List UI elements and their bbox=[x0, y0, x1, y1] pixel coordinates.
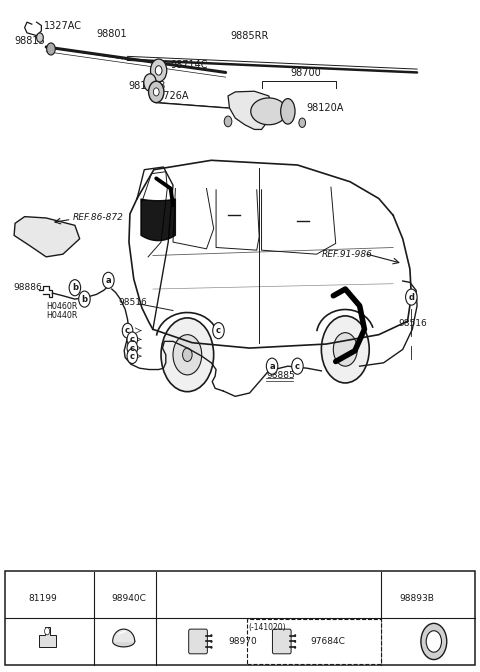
Circle shape bbox=[211, 646, 212, 648]
Circle shape bbox=[97, 591, 108, 605]
Circle shape bbox=[333, 333, 357, 366]
Circle shape bbox=[294, 646, 296, 648]
Text: 98886: 98886 bbox=[13, 282, 42, 292]
Circle shape bbox=[292, 358, 303, 374]
Circle shape bbox=[79, 291, 90, 307]
Circle shape bbox=[144, 74, 156, 91]
Text: a: a bbox=[16, 593, 22, 603]
Polygon shape bbox=[113, 629, 135, 642]
Circle shape bbox=[158, 591, 168, 605]
Circle shape bbox=[266, 358, 278, 374]
Circle shape bbox=[426, 631, 442, 653]
Text: 98700: 98700 bbox=[290, 68, 321, 78]
Circle shape bbox=[13, 591, 24, 605]
Ellipse shape bbox=[251, 98, 287, 125]
FancyBboxPatch shape bbox=[247, 619, 381, 664]
Text: 97684C: 97684C bbox=[311, 637, 346, 646]
Polygon shape bbox=[113, 636, 135, 647]
Circle shape bbox=[322, 316, 369, 383]
Text: 98516: 98516 bbox=[398, 319, 427, 329]
Text: 1327AC: 1327AC bbox=[44, 22, 82, 31]
Text: (-141020): (-141020) bbox=[249, 623, 286, 632]
Text: c: c bbox=[161, 593, 166, 603]
Text: 81199: 81199 bbox=[28, 593, 57, 603]
Circle shape bbox=[299, 118, 306, 128]
Circle shape bbox=[127, 341, 138, 355]
Polygon shape bbox=[38, 627, 56, 648]
Text: c: c bbox=[295, 362, 300, 371]
Text: 98801: 98801 bbox=[96, 29, 127, 39]
Circle shape bbox=[103, 272, 114, 288]
Ellipse shape bbox=[281, 99, 295, 124]
Text: d: d bbox=[408, 292, 414, 302]
Text: c: c bbox=[130, 343, 135, 353]
Circle shape bbox=[47, 43, 55, 55]
Text: c: c bbox=[130, 335, 135, 344]
Circle shape bbox=[154, 88, 159, 96]
Circle shape bbox=[224, 116, 232, 127]
Circle shape bbox=[151, 59, 167, 82]
Text: 98726A: 98726A bbox=[152, 91, 189, 101]
FancyBboxPatch shape bbox=[5, 571, 475, 665]
Text: 98120A: 98120A bbox=[306, 103, 343, 113]
Text: d: d bbox=[387, 593, 393, 603]
Text: 98163B: 98163B bbox=[129, 81, 166, 91]
Text: 9885RR: 9885RR bbox=[230, 30, 269, 40]
Text: a: a bbox=[269, 362, 275, 371]
Text: REF.86-872: REF.86-872 bbox=[72, 214, 123, 222]
Circle shape bbox=[211, 634, 212, 637]
Text: 98815: 98815 bbox=[14, 36, 45, 46]
Text: 98714C: 98714C bbox=[170, 60, 208, 70]
Circle shape bbox=[173, 335, 202, 375]
Text: H0440R: H0440R bbox=[46, 310, 78, 320]
FancyBboxPatch shape bbox=[189, 629, 207, 654]
Circle shape bbox=[421, 624, 447, 660]
Circle shape bbox=[213, 323, 224, 339]
Polygon shape bbox=[228, 91, 274, 130]
Text: H0460R: H0460R bbox=[46, 302, 78, 311]
FancyBboxPatch shape bbox=[273, 629, 291, 654]
Circle shape bbox=[384, 591, 395, 605]
Text: c: c bbox=[130, 351, 135, 361]
Circle shape bbox=[294, 634, 296, 637]
Circle shape bbox=[211, 640, 212, 642]
Circle shape bbox=[182, 348, 192, 362]
Circle shape bbox=[127, 349, 138, 364]
Text: 98970: 98970 bbox=[228, 637, 257, 646]
Circle shape bbox=[149, 81, 164, 103]
Text: b: b bbox=[82, 294, 87, 304]
Text: 98516: 98516 bbox=[118, 298, 147, 307]
Circle shape bbox=[36, 33, 43, 42]
Circle shape bbox=[406, 289, 417, 305]
Polygon shape bbox=[14, 216, 80, 257]
Circle shape bbox=[69, 280, 81, 296]
Circle shape bbox=[161, 318, 214, 392]
Circle shape bbox=[156, 66, 162, 75]
Circle shape bbox=[45, 628, 50, 635]
Text: 98885: 98885 bbox=[266, 371, 295, 380]
Text: 98893B: 98893B bbox=[399, 593, 434, 603]
Text: b: b bbox=[100, 593, 106, 603]
Text: c: c bbox=[125, 326, 130, 335]
Text: a: a bbox=[106, 276, 111, 285]
Circle shape bbox=[294, 640, 296, 642]
Circle shape bbox=[122, 323, 133, 338]
Text: 98940C: 98940C bbox=[112, 593, 146, 603]
Text: b: b bbox=[72, 283, 78, 292]
Text: c: c bbox=[216, 326, 221, 335]
Text: REF.91-986: REF.91-986 bbox=[322, 250, 372, 259]
Circle shape bbox=[127, 332, 138, 347]
